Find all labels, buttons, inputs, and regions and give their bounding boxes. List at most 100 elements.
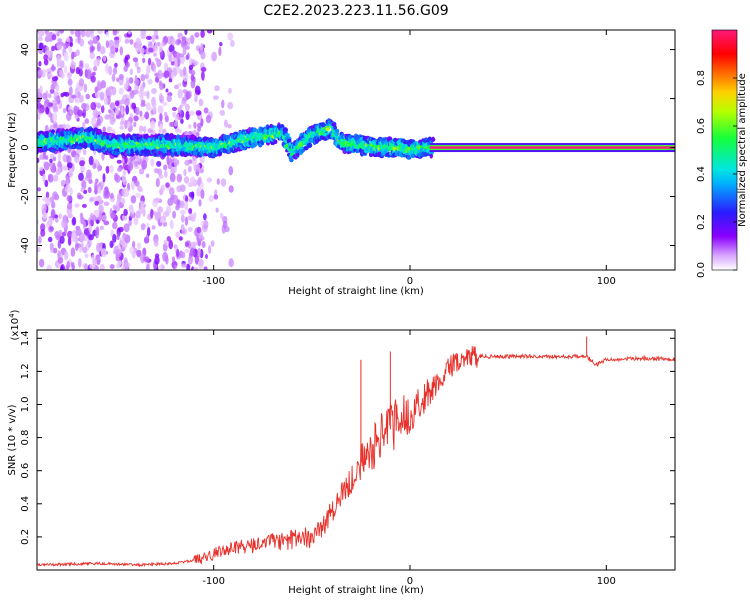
- spectrogram-noise-mark: [58, 213, 62, 220]
- spectrogram-noise-mark: [211, 51, 218, 62]
- colorbar-tick-label: 0.4: [696, 166, 707, 182]
- spectrogram-noise-mark: [61, 219, 68, 229]
- spectrogram-noise-mark: [44, 155, 49, 160]
- spectrogram-noise-mark: [139, 47, 145, 55]
- spectrogram-noise-mark: [92, 258, 98, 266]
- spectrogram-noise-mark: [45, 32, 52, 40]
- spectrogram-noise-mark: [123, 233, 127, 239]
- spectrogram-noise-mark: [188, 208, 193, 214]
- spectrogram-noise-mark: [79, 38, 85, 47]
- spectrogram-noise-mark: [157, 69, 163, 80]
- spectrogram-noise-mark: [196, 226, 202, 234]
- spectrogram-noise-mark: [185, 110, 190, 121]
- spectrogram-noise-mark: [58, 69, 64, 77]
- spectrogram-noise-mark: [157, 105, 164, 114]
- spectrogram-noise-mark: [100, 248, 107, 258]
- spectrogram-ridge-mark: [331, 122, 337, 127]
- spectrogram-noise-mark: [48, 93, 52, 99]
- spectrogram-noise-mark: [124, 39, 130, 44]
- spectrogram-noise-mark: [59, 235, 65, 244]
- spectrogram-noise-mark: [96, 57, 101, 66]
- spectrogram-noise-mark: [49, 196, 55, 203]
- spectrogram-noise-mark: [112, 233, 117, 243]
- spectrogram-noise-mark: [120, 247, 125, 252]
- spectrogram-noise-mark: [48, 217, 54, 225]
- spectrogram-noise-mark: [42, 92, 48, 100]
- spectrogram-noise-mark: [111, 86, 117, 96]
- spectrogram-noise-mark: [159, 112, 163, 123]
- spectrogram-noise-mark: [99, 263, 105, 270]
- spectrogram-noise-mark: [52, 112, 58, 122]
- spectrogram-noise-mark: [188, 255, 193, 265]
- spectrogram-noise-mark: [159, 82, 164, 91]
- spectrogram-noise-mark: [86, 239, 93, 247]
- spectrogram-noise-mark: [74, 114, 79, 120]
- spectrogram-noise-mark: [83, 189, 88, 194]
- spectrogram-noise-mark: [152, 106, 157, 114]
- spectrogram-noise-mark: [168, 54, 173, 63]
- spectrogram-noise-mark: [74, 87, 79, 97]
- spectrogram-noise-mark: [169, 187, 175, 196]
- spectrogram-noise-mark: [62, 123, 66, 129]
- spectrogram-noise-mark: [184, 248, 190, 253]
- spectrogram-noise-mark: [81, 203, 87, 208]
- spectrogram-noise-mark: [134, 180, 140, 187]
- spectrogram-ytick-label: -20: [20, 188, 31, 204]
- spectrogram-noise-mark: [112, 221, 118, 230]
- spectrogram-noise-mark: [105, 40, 110, 48]
- spectrogram-ytick-label: -40: [20, 237, 31, 253]
- spectrogram-noise-mark: [79, 236, 84, 243]
- spectrogram-ridge-mark: [429, 153, 433, 159]
- spectrogram-noise-mark: [49, 112, 53, 118]
- spectrogram-noise-mark: [80, 187, 85, 193]
- spectrogram-noise-mark: [146, 90, 150, 100]
- spectrogram-noise-mark: [191, 156, 197, 166]
- snr-ytick-label: 1.0: [20, 397, 31, 413]
- spectrogram-noise-mark: [156, 160, 162, 167]
- spectrogram-noise-mark: [195, 170, 200, 175]
- snr-ytick-label: 0.6: [20, 463, 31, 479]
- spectrogram-noise-mark: [90, 102, 97, 111]
- spectrogram-noise-mark: [215, 207, 219, 213]
- spectrogram-noise-mark: [140, 84, 144, 95]
- spectrogram-noise-mark: [221, 99, 225, 109]
- spectrogram-noise-mark: [60, 265, 64, 270]
- spectrogram-noise-mark: [190, 34, 195, 45]
- spectrogram-noise-mark: [194, 32, 200, 38]
- spectrogram-noise-mark: [102, 173, 106, 183]
- spectrogram-noise-mark: [40, 223, 46, 232]
- spectrogram-noise-mark: [151, 88, 157, 94]
- spectrogram-noise-mark: [156, 59, 162, 68]
- spectrogram-noise-mark: [128, 77, 134, 84]
- spectrogram-noise-mark: [166, 155, 170, 165]
- spectrogram-noise-mark: [96, 117, 101, 126]
- spectrogram-noise-mark: [96, 42, 101, 52]
- spectrogram-noise-mark: [44, 179, 49, 188]
- spectrogram-noise-mark: [82, 246, 88, 254]
- spectrogram-noise-mark: [119, 46, 124, 56]
- spectrogram-noise-mark: [177, 82, 182, 88]
- spectrogram-ytick-label: 0: [20, 144, 31, 150]
- spectrogram-noise-mark: [88, 178, 93, 184]
- spectrogram-noise-mark: [67, 78, 73, 86]
- spectrogram-noise-mark: [223, 119, 229, 128]
- spectrogram-noise-mark: [180, 100, 187, 107]
- spectrogram-noise-mark: [200, 189, 205, 199]
- snr-marks: [37, 336, 675, 568]
- spectrogram-noise-mark: [59, 30, 64, 34]
- spectrogram-noise-mark: [119, 125, 124, 130]
- spectrogram-noise-mark: [55, 169, 61, 176]
- spectrogram-noise-mark: [42, 212, 48, 220]
- spectrogram-noise-mark: [79, 60, 83, 67]
- spectrogram-noise-mark: [110, 45, 116, 55]
- spectrogram-noise-mark: [153, 238, 159, 247]
- spectrogram-noise-mark: [168, 78, 173, 83]
- spectrogram-noise-mark: [129, 246, 135, 255]
- spectrogram-noise-mark: [116, 193, 122, 203]
- spectrogram-marks: [37, 30, 675, 270]
- spectrogram-noise-mark: [189, 247, 196, 257]
- spectrogram-noise-mark: [155, 76, 160, 83]
- spectrogram-noise-mark: [200, 66, 207, 72]
- spectrogram-noise-mark: [180, 40, 186, 48]
- spectrogram-noise-mark: [54, 30, 59, 34]
